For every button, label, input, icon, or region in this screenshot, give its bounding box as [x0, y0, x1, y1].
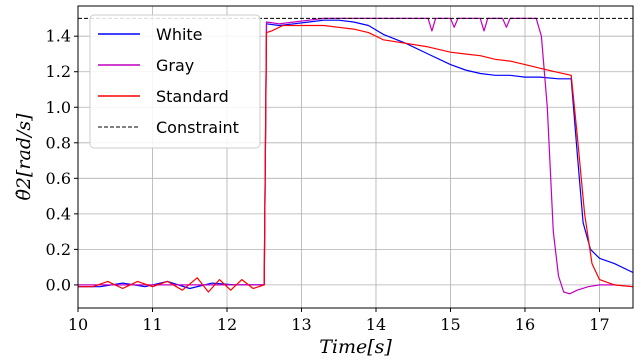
y-tick-label: 0.8	[46, 133, 71, 152]
y-tick-label: 1.2	[46, 62, 71, 81]
x-tick-label: 11	[142, 315, 162, 334]
x-tick-label: 12	[217, 315, 237, 334]
y-axis-label: θ̇2[rad/s]	[13, 113, 35, 201]
y-tick-label: 0.4	[46, 204, 71, 223]
x-tick-label: 15	[440, 315, 460, 334]
plot-frame	[77, 5, 634, 309]
series-lines	[78, 17, 634, 295]
x-tick-label: 14	[366, 315, 386, 334]
x-tick-label: 16	[515, 315, 535, 334]
x-tick-label: 10	[68, 315, 88, 334]
x-axis-label: Time[s]	[319, 336, 392, 358]
series-line-gray	[78, 17, 634, 295]
y-tick-label: 1.4	[46, 27, 71, 46]
series-line-standard	[78, 24, 634, 293]
y-tick-label: 0.6	[46, 169, 71, 188]
x-tick-label: 13	[291, 315, 311, 334]
y-tick-label: 1.0	[46, 98, 71, 117]
axis-ticks: 10 11 12 13 14 15 16 17 0.0 0.2 0.4 0.6 0.8 1.0 1.2 1.4	[46, 27, 610, 334]
legend-box	[89, 14, 261, 149]
legend-label: Gray	[156, 56, 194, 75]
legend-label: White	[156, 25, 203, 44]
legend-label: Standard	[156, 87, 229, 106]
x-tick-label: 17	[589, 315, 609, 334]
y-tick-label: 0.0	[46, 275, 71, 294]
legend: White Gray Standard Constraint	[89, 14, 261, 149]
grid	[77, 6, 633, 308]
legend-label: Constraint	[156, 118, 239, 137]
y-tick-label: 0.2	[46, 240, 71, 259]
